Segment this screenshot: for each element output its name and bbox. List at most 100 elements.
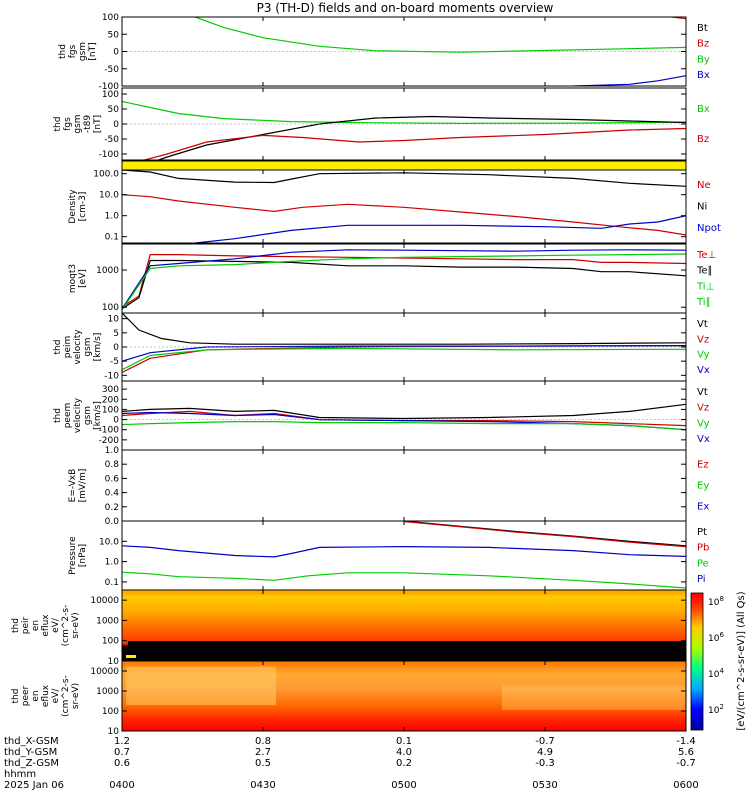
series-Ti∥ <box>122 253 686 311</box>
legend-Pi: Pi <box>697 574 706 585</box>
ylabel: fgs <box>63 117 73 131</box>
ephemeris-value: -0.3 <box>535 758 555 769</box>
series-Bz <box>142 127 686 160</box>
series-black <box>156 115 686 160</box>
colorbar-tick: 106 <box>708 631 724 644</box>
ytick-label: 10.0 <box>99 191 119 201</box>
ytick-label: -100 <box>99 82 120 92</box>
ylabel: [nT] <box>93 115 103 133</box>
legend-Ti⊥: Ti⊥ <box>696 281 714 292</box>
legend-Bx: Bx <box>697 70 710 81</box>
ylabel: gsm <box>83 406 93 425</box>
series-Pi <box>122 545 686 558</box>
ephemeris-value: 0.8 <box>255 736 271 747</box>
ytick-label: 0.2 <box>105 503 119 513</box>
legend-Bt: Bt <box>697 23 708 34</box>
ephemeris-value: 1.2 <box>114 736 130 747</box>
legend-Te∥: Te∥ <box>696 266 713 277</box>
legend-Ne: Ne <box>697 180 711 191</box>
series-By <box>193 17 686 53</box>
ephemeris-value: 0.2 <box>396 758 412 769</box>
ylabel: velocity <box>73 397 83 433</box>
ylabel: peir <box>21 616 31 634</box>
ytick-label: 5 <box>113 329 119 339</box>
ephemeris-value: 0.5 <box>255 758 271 769</box>
ytick-label: 0 <box>113 120 119 130</box>
ylabel: sr-eV) <box>71 683 81 709</box>
ephemeris-value: 0.7 <box>114 747 130 758</box>
ytick-label: 0.4 <box>105 489 120 499</box>
date-label: 2025 Jan 06 <box>4 780 64 791</box>
ylabel: (cm^2-s- <box>61 675 71 717</box>
panel-3: 100.0 10.0 1.0 0.1 Density [cm-3] Ne Ni Npot <box>68 169 721 244</box>
series-Vt <box>122 313 686 345</box>
ytick-label: 10000 <box>90 667 119 677</box>
ylabel: Pressure <box>68 536 78 575</box>
ytick-label: -50 <box>104 135 119 145</box>
series-Ti⊥ <box>122 249 686 310</box>
legend-Ez: Ez <box>697 460 709 471</box>
ylabel: peim <box>63 336 73 359</box>
time-tick-label: 0500 <box>391 780 416 791</box>
spectrogram-mark <box>126 655 136 658</box>
legend-By: By <box>697 54 710 65</box>
ylabel: en <box>31 690 41 701</box>
series-Vy <box>122 421 686 431</box>
ytick-label: 100 <box>102 303 119 313</box>
ytick-label: 0.0 <box>105 517 120 527</box>
ytick-label: 10 <box>108 727 120 737</box>
ylabel: gsm <box>78 42 88 61</box>
ylabel: [km/s] <box>93 333 103 362</box>
ylabel: [eV] <box>78 269 88 288</box>
ytick-label: 1000 <box>96 266 119 276</box>
ytick-label: 100 <box>102 707 119 717</box>
ylabel: moqt3 <box>68 264 78 293</box>
ylabel: eflux <box>41 614 51 637</box>
ylabel: Density <box>68 189 78 224</box>
time-axis-label: hhmm <box>4 769 36 780</box>
series-Vt <box>122 403 686 420</box>
ytick-label: 50 <box>108 30 120 40</box>
legend-Vx: Vx <box>697 365 710 376</box>
panel-5: 10 5 0 -5 -10 thd peim velocity gsm [km/s] Vt Vz Vy V… <box>53 312 710 382</box>
legend-Ex: Ex <box>697 501 709 512</box>
colorbar <box>690 592 704 731</box>
ytick-label: 300 <box>102 385 119 395</box>
ylabel: thd <box>53 408 63 423</box>
series-Bx <box>122 100 686 125</box>
ytick-label: 1000 <box>96 616 119 626</box>
ylabel: [cm-3] <box>78 192 88 222</box>
ytick-label: 0.6 <box>105 474 120 484</box>
legend-Vy: Vy <box>697 418 710 429</box>
ytick-label: 0 <box>113 416 119 426</box>
legend-Ni: Ni <box>697 202 707 213</box>
panel-2 <box>121 160 687 171</box>
ylabel: fgs <box>68 44 78 58</box>
legend-Ti∥: Ti∥ <box>696 297 711 308</box>
time-tick-label: 0530 <box>532 780 557 791</box>
ylabel: [nPa] <box>78 544 88 567</box>
series-Bx <box>573 75 686 86</box>
legend-Vt: Vt <box>697 387 708 398</box>
ephemeris-label: thd_Z-GSM <box>4 758 59 769</box>
series-Pe <box>122 571 686 589</box>
ephemeris-value: 4.9 <box>537 747 553 758</box>
series-Npot <box>195 215 686 243</box>
ytick-label: 0.1 <box>105 233 119 243</box>
ytick-label: -200 <box>99 436 120 446</box>
ytick-label: -10 <box>104 371 119 381</box>
legend-Npot: Npot <box>697 223 721 234</box>
legend-Vy: Vy <box>697 350 710 361</box>
ylabel: peer <box>21 685 31 706</box>
legend-Vz: Vz <box>697 403 709 414</box>
panel-4: 1000 100 moqt3 [eV] Te⊥ Te∥ Ti⊥ Ti∥ <box>68 243 716 314</box>
time-tick-label: 0430 <box>250 780 275 791</box>
ytick-label: 100 <box>102 637 119 647</box>
ephemeris-value: 0.6 <box>114 758 130 769</box>
ytick-label: 100.0 <box>93 170 119 180</box>
ytick-label: 0 <box>113 343 119 353</box>
ephemeris-value: 4.0 <box>396 747 412 758</box>
